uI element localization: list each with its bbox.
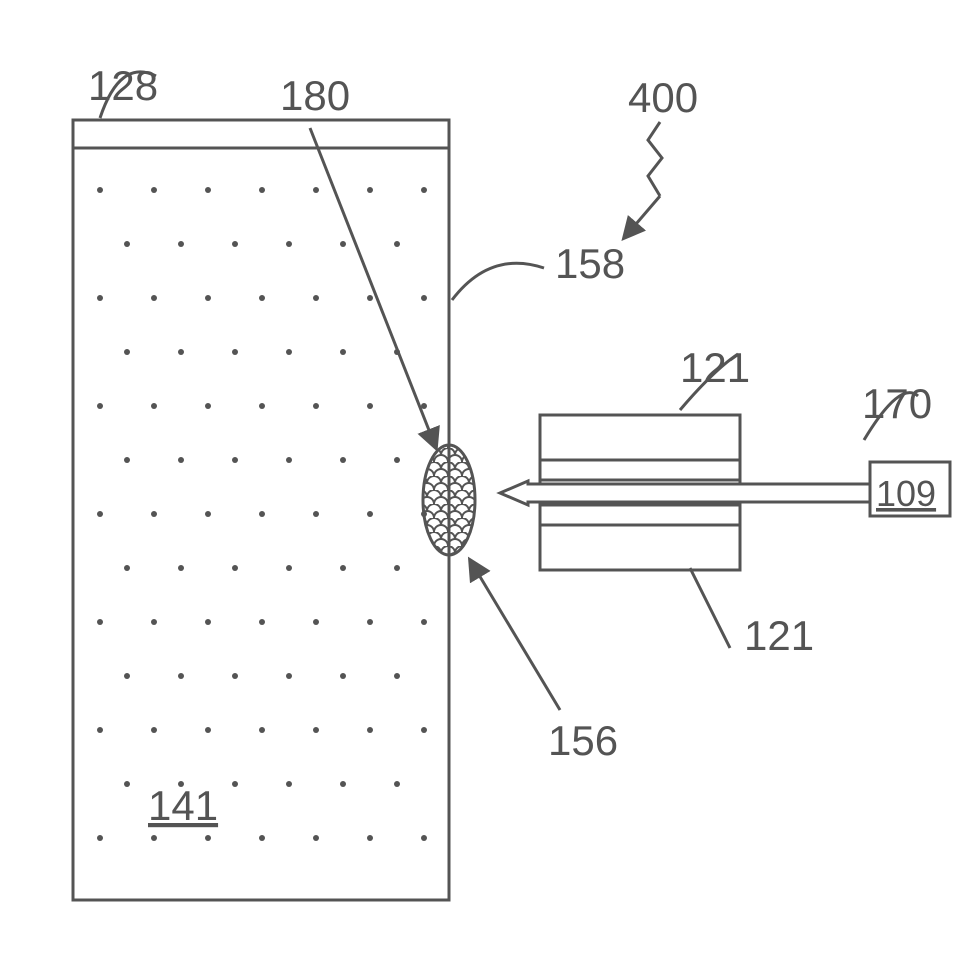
leader-line	[470, 560, 560, 710]
beam-arrow	[500, 481, 870, 505]
leader-line	[310, 128, 436, 448]
focal-spot-oval	[423, 445, 475, 555]
ref-label-180: 180	[280, 72, 350, 119]
ref-label-400: 400	[628, 74, 698, 121]
ref-label-141: 141	[148, 782, 218, 829]
leader-line	[690, 568, 730, 648]
leader-line	[624, 196, 660, 238]
ref-label-170: 170	[862, 380, 932, 427]
ref-label-158: 158	[555, 240, 625, 287]
ref-label-128: 128	[88, 62, 158, 109]
ref-label-121: 121	[680, 344, 750, 391]
ref-label-121: 121	[744, 612, 814, 659]
ref-label-156: 156	[548, 717, 618, 764]
ref-label-109: 109	[876, 473, 936, 514]
leader-line	[452, 263, 544, 300]
leader-squiggle	[648, 122, 662, 196]
container-fill-dots	[97, 187, 427, 841]
